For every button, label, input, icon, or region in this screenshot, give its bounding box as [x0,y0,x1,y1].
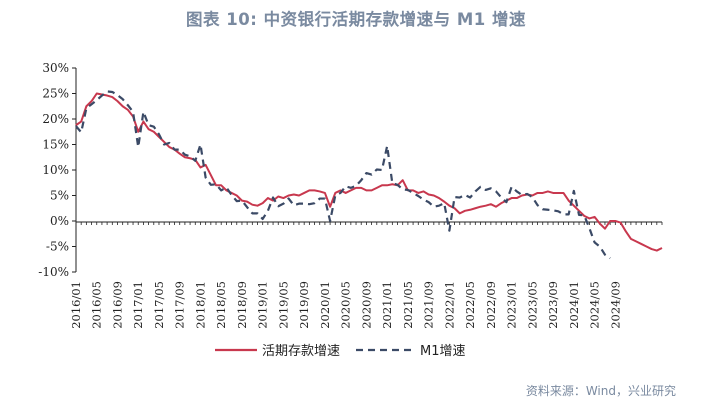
x-tick-label: 2023/05 [525,281,539,329]
y-tick-label: -5% [46,240,69,254]
x-tick-label: 2022/09 [484,281,498,329]
x-tick-label: 2017/09 [173,281,187,329]
x-tick-label: 2023/01 [505,281,519,329]
y-tick-label: 0% [50,214,69,228]
x-tick-label: 2021/09 [422,281,436,329]
x-axis: 2016/01 2016/05 2016/09 2017/01 2017/05 2017/… [69,221,663,329]
x-tick-label: 2018/09 [235,281,249,329]
x-tick-label: 2023/09 [546,281,560,329]
y-tick-label: 15% [42,138,69,152]
legend-label-1: 活期存款增速 [262,344,340,359]
y-tick-label: 10% [42,163,69,177]
x-tick-label: 2024/05 [588,281,602,329]
x-tick-label: 2017/05 [152,281,166,329]
series-line-1 [75,92,663,252]
legend-label-2: M1增速 [420,344,466,359]
x-tick-label: 2020/09 [359,281,373,329]
y-tick-label: 5% [50,189,69,203]
series-lines [75,90,663,260]
x-tick-label: 2019/09 [297,281,311,329]
x-tick-label: 2017/01 [131,281,145,329]
x-tick-label: 2022/05 [463,281,477,329]
y-tick-label: 25% [42,87,69,101]
x-tick-label: 2022/01 [442,281,456,329]
x-tick-label: 2016/01 [69,281,83,329]
series-line-2 [75,90,611,260]
x-tick-label: 2018/05 [214,281,228,329]
y-tick-label: -10% [38,265,69,279]
x-tick-label: 2019/01 [256,281,270,329]
x-tick-label: 2024/01 [567,281,581,329]
y-tick-label: 20% [42,112,69,126]
y-tick-label: 30% [42,61,69,75]
chart-title: 图表 10: 中资银行活期存款增速与 M1 增速 [186,10,526,29]
x-tick-label: 2020/01 [318,281,332,329]
x-tick-label: 2019/05 [276,281,290,329]
x-tick-label: 2016/05 [90,281,104,329]
legend: 活期存款增速 M1增速 [215,344,466,359]
source-note: 资料来源：Wind，兴业研究 [525,384,676,398]
x-tick-label: 2020/05 [339,281,353,329]
x-tick-label: 2021/05 [401,281,415,329]
x-tick-label: 2016/09 [110,281,124,329]
x-tick-label: 2024/09 [608,281,622,329]
x-tick-label: 2018/01 [193,281,207,329]
x-tick-label: 2021/01 [380,281,394,329]
y-axis: -10% -5% 0% 5% 10% 15% 20% 25% 30% [38,61,77,279]
